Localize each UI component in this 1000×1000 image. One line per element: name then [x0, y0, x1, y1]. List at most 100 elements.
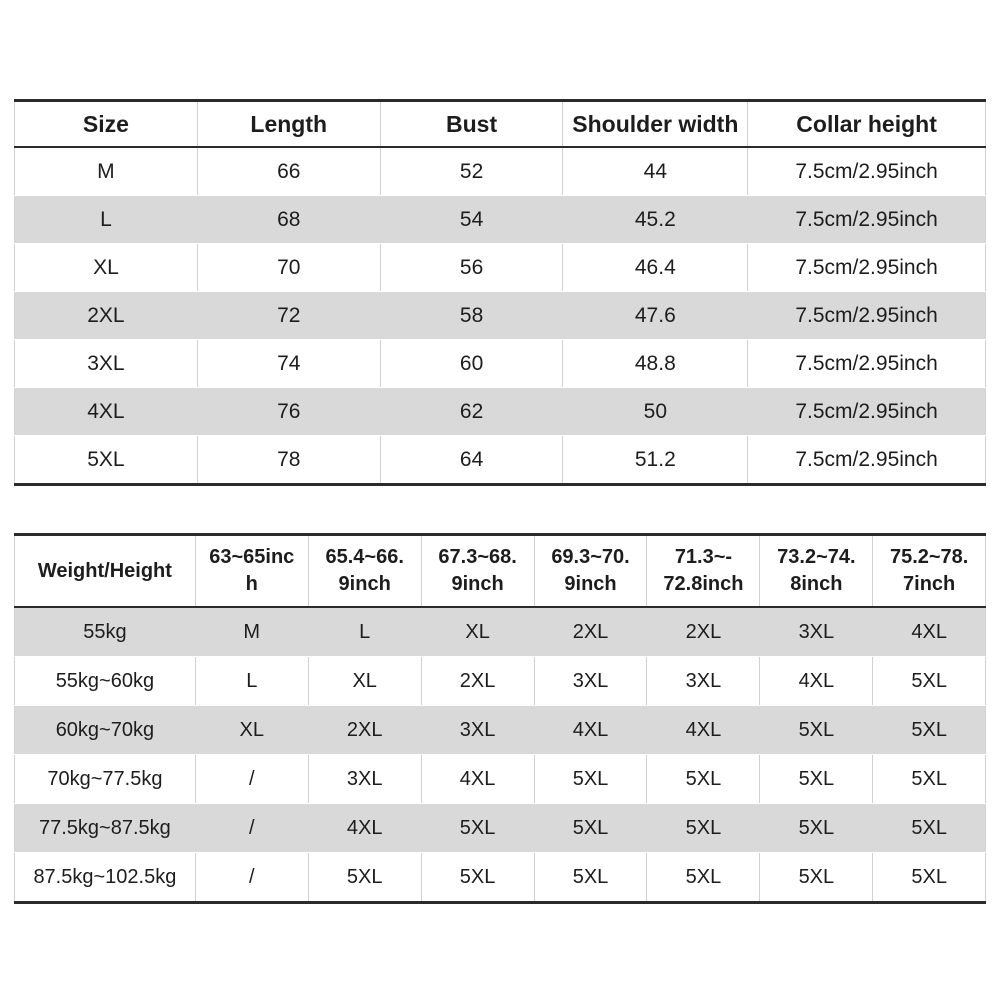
size-cell: 3XL [14, 339, 198, 388]
table-row: 4XL 76 62 50 7.5cm/2.95inch [14, 387, 986, 436]
size-cell: / [194, 803, 309, 853]
size-cell: 5XL [14, 435, 198, 486]
bust-cell: 54 [379, 195, 563, 244]
size-cell: 5XL [646, 754, 760, 804]
table-row: 2XL 72 58 47.6 7.5cm/2.95inch [14, 291, 986, 340]
weight-cell: 87.5kg~102.5kg [14, 852, 196, 904]
collar-height-cell: 7.5cm/2.95inch [747, 387, 986, 436]
column-header-weight-height: Weight/Height [14, 533, 196, 608]
size-cell: 3XL [533, 656, 647, 706]
size-cell: 2XL [533, 606, 647, 657]
length-cell: 70 [196, 243, 381, 292]
size-cell: 4XL [533, 705, 647, 755]
weight-cell: 60kg~70kg [14, 705, 196, 755]
size-chart: Size Length Bust Shoulder width Collar h… [14, 99, 986, 486]
column-header-height-range: 71.3~- 72.8inch [646, 533, 760, 608]
collar-height-cell: 7.5cm/2.95inch [747, 435, 986, 486]
length-cell: 66 [196, 146, 381, 196]
column-header-bust: Bust [379, 99, 563, 148]
table-row: 55kg~60kg L XL 2XL 3XL 3XL 4XL 5XL [14, 656, 986, 706]
length-cell: 72 [196, 291, 381, 340]
bust-cell: 64 [379, 435, 563, 486]
bust-cell: 62 [379, 387, 563, 436]
table-row: 5XL 78 64 51.2 7.5cm/2.95inch [14, 435, 986, 486]
size-cell: 4XL [14, 387, 198, 436]
table-row: 70kg~77.5kg / 3XL 4XL 5XL 5XL 5XL 5XL [14, 754, 986, 804]
table-row: 77.5kg~87.5kg / 4XL 5XL 5XL 5XL 5XL 5XL [14, 803, 986, 853]
size-cell: 3XL [307, 754, 422, 804]
size-cell: 4XL [646, 705, 760, 755]
size-cell: 5XL [872, 705, 986, 755]
shoulder-width-cell: 48.8 [562, 339, 748, 388]
size-cell: L [14, 195, 198, 244]
table-row: 55kg M L XL 2XL 2XL 3XL 4XL [14, 606, 986, 657]
column-header-height-range: 73.2~74. 8inch [759, 533, 873, 608]
column-header-height-range: 67.3~68. 9inch [420, 533, 535, 608]
size-cell: L [194, 656, 309, 706]
table-row: 60kg~70kg XL 2XL 3XL 4XL 4XL 5XL 5XL [14, 705, 986, 755]
column-header-collar-height: Collar height [747, 99, 986, 148]
table-row: M 66 52 44 7.5cm/2.95inch [14, 146, 986, 196]
length-cell: 78 [196, 435, 381, 486]
size-cell: 5XL [420, 803, 535, 853]
collar-height-cell: 7.5cm/2.95inch [747, 339, 986, 388]
size-cell: 5XL [533, 852, 647, 904]
size-cell: M [194, 606, 309, 657]
column-header-height-range: 75.2~78. 7inch [872, 533, 986, 608]
size-cell: 3XL [759, 606, 873, 657]
fit-chart-table: Weight/Height 63~65inc h 65.4~66. 9inch … [14, 533, 986, 904]
table-row: 87.5kg~102.5kg / 5XL 5XL 5XL 5XL 5XL 5XL [14, 852, 986, 904]
size-cell: 5XL [759, 754, 873, 804]
table-row: 3XL 74 60 48.8 7.5cm/2.95inch [14, 339, 986, 388]
bust-cell: 52 [379, 146, 563, 196]
size-cell: 2XL [646, 606, 760, 657]
collar-height-cell: 7.5cm/2.95inch [747, 243, 986, 292]
column-header-length: Length [196, 99, 381, 148]
size-cell: 2XL [307, 705, 422, 755]
size-cell: 5XL [872, 656, 986, 706]
shoulder-width-cell: 50 [562, 387, 748, 436]
collar-height-cell: 7.5cm/2.95inch [747, 195, 986, 244]
weight-cell: 70kg~77.5kg [14, 754, 196, 804]
size-cell: 4XL [420, 754, 535, 804]
size-cell: 5XL [872, 754, 986, 804]
table-row: L 68 54 45.2 7.5cm/2.95inch [14, 195, 986, 244]
length-cell: 74 [196, 339, 381, 388]
size-cell: XL [14, 243, 198, 292]
size-cell: 5XL [646, 803, 760, 853]
size-cell: 4XL [307, 803, 422, 853]
column-header-shoulder-width: Shoulder width [562, 99, 748, 148]
size-cell: 5XL [533, 803, 647, 853]
size-cell: 5XL [759, 803, 873, 853]
column-header-height-range: 63~65inc h [194, 533, 309, 608]
bust-cell: 56 [379, 243, 563, 292]
collar-height-cell: 7.5cm/2.95inch [747, 146, 986, 196]
shoulder-width-cell: 46.4 [562, 243, 748, 292]
size-cell: XL [307, 656, 422, 706]
weight-cell: 77.5kg~87.5kg [14, 803, 196, 853]
size-cell: 4XL [759, 656, 873, 706]
size-cell: L [307, 606, 422, 657]
size-cell: 5XL [759, 705, 873, 755]
size-cell: 3XL [646, 656, 760, 706]
size-cell: / [194, 754, 309, 804]
size-cell: 4XL [872, 606, 986, 657]
shoulder-width-cell: 45.2 [562, 195, 748, 244]
bust-cell: 60 [379, 339, 563, 388]
shoulder-width-cell: 44 [562, 146, 748, 196]
size-cell: XL [194, 705, 309, 755]
size-chart-table: Size Length Bust Shoulder width Collar h… [14, 99, 986, 486]
fit-chart-header-row: Weight/Height 63~65inc h 65.4~66. 9inch … [14, 533, 986, 608]
size-cell: 5XL [759, 852, 873, 904]
size-cell: 5XL [646, 852, 760, 904]
weight-cell: 55kg~60kg [14, 656, 196, 706]
size-cell: XL [420, 606, 535, 657]
size-chart-header-row: Size Length Bust Shoulder width Collar h… [14, 99, 986, 148]
shoulder-width-cell: 51.2 [562, 435, 748, 486]
bust-cell: 58 [379, 291, 563, 340]
column-header-height-range: 69.3~70. 9inch [533, 533, 647, 608]
size-cell: 5XL [872, 852, 986, 904]
length-cell: 76 [196, 387, 381, 436]
size-cell: 5XL [420, 852, 535, 904]
size-cell: 2XL [14, 291, 198, 340]
